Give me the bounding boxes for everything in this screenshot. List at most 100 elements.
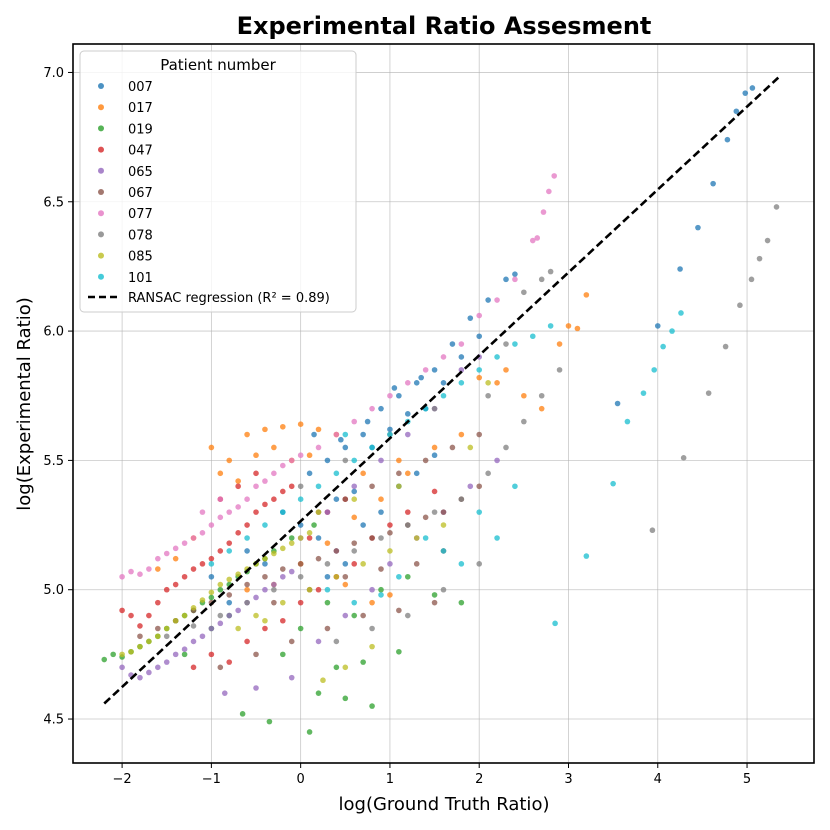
data-point [360, 612, 366, 619]
data-point [280, 545, 286, 552]
data-point [342, 457, 349, 464]
data-point [529, 333, 536, 340]
y-tick-label: 7.0 [43, 66, 64, 81]
data-point [172, 581, 179, 588]
y-axis-label: log(Experimental Ratio) [14, 297, 35, 510]
data-point [503, 341, 509, 347]
data-point [266, 718, 273, 725]
data-point [431, 452, 438, 459]
data-point [333, 638, 340, 645]
data-point [680, 455, 687, 461]
data-point [181, 612, 188, 619]
data-point [280, 617, 286, 624]
data-point [288, 568, 295, 575]
data-point [476, 509, 483, 515]
data-point [387, 426, 393, 433]
data-point [333, 496, 340, 502]
data-point [239, 711, 246, 717]
data-point [288, 535, 295, 541]
x-tick-label: 5 [743, 772, 751, 787]
data-point [280, 509, 286, 515]
data-point [387, 561, 393, 567]
data-point [458, 341, 465, 347]
data-point [288, 483, 295, 490]
data-point [306, 535, 313, 541]
data-point [396, 483, 402, 490]
data-point [467, 315, 474, 321]
y-tick-label: 5.0 [43, 583, 64, 598]
data-point [306, 586, 313, 593]
data-point [540, 209, 547, 215]
x-axis-ticks: −2 −1 0 1 2 3 4 5 [113, 763, 751, 787]
data-point [764, 237, 771, 244]
data-point [101, 656, 108, 663]
data-point [190, 638, 197, 645]
data-point [391, 385, 398, 391]
data-point [208, 573, 215, 580]
data-point [396, 573, 402, 580]
data-point [119, 664, 125, 671]
data-point [737, 302, 743, 309]
x-tick-label: 2 [475, 772, 483, 787]
data-point [208, 522, 215, 528]
data-point [378, 509, 384, 515]
data-point [431, 509, 438, 515]
data-point [521, 392, 527, 399]
data-point [311, 431, 317, 438]
data-point [360, 522, 366, 528]
data-point [724, 136, 731, 143]
data-points [101, 85, 780, 735]
data-point [128, 568, 134, 575]
data-point [476, 374, 483, 381]
data-point [172, 545, 179, 552]
data-point [280, 566, 286, 572]
regression-line-group [103, 76, 780, 705]
data-point [351, 540, 358, 546]
data-point [440, 522, 447, 528]
data-point [649, 527, 656, 534]
data-point [315, 638, 322, 645]
data-point [253, 509, 259, 515]
data-point [404, 431, 411, 438]
x-tick-label: −1 [202, 772, 221, 787]
data-point [315, 483, 322, 490]
data-point [476, 483, 483, 490]
legend-marker [98, 167, 104, 174]
legend-marker [98, 273, 104, 280]
data-point [208, 651, 215, 658]
data-point [163, 586, 170, 593]
data-point [297, 496, 304, 502]
data-point [404, 573, 411, 580]
data-point [396, 648, 402, 655]
data-point [476, 561, 483, 567]
data-point [311, 522, 317, 528]
data-point [654, 323, 661, 329]
data-point [297, 599, 304, 606]
data-point [244, 496, 250, 502]
data-point [172, 617, 179, 624]
data-point [640, 390, 647, 396]
data-point [155, 599, 161, 606]
data-point [253, 452, 259, 459]
data-point [387, 522, 393, 528]
data-point [217, 514, 224, 521]
data-point [221, 690, 228, 696]
data-point [280, 488, 286, 495]
data-point [324, 599, 331, 606]
data-point [369, 703, 375, 709]
data-point [324, 457, 331, 464]
data-point [262, 501, 268, 508]
data-point [396, 470, 402, 477]
legend-regression-label: RANSAC regression (R² = 0.89) [128, 291, 330, 306]
data-point [440, 392, 447, 399]
data-point [217, 470, 224, 477]
data-point [404, 411, 411, 417]
data-point [297, 421, 304, 427]
y-tick-label: 5.5 [43, 454, 64, 469]
data-point [262, 426, 268, 433]
data-point [503, 367, 509, 373]
data-point [431, 444, 438, 451]
data-point [521, 289, 527, 296]
data-point [333, 431, 340, 438]
data-point [387, 548, 393, 554]
